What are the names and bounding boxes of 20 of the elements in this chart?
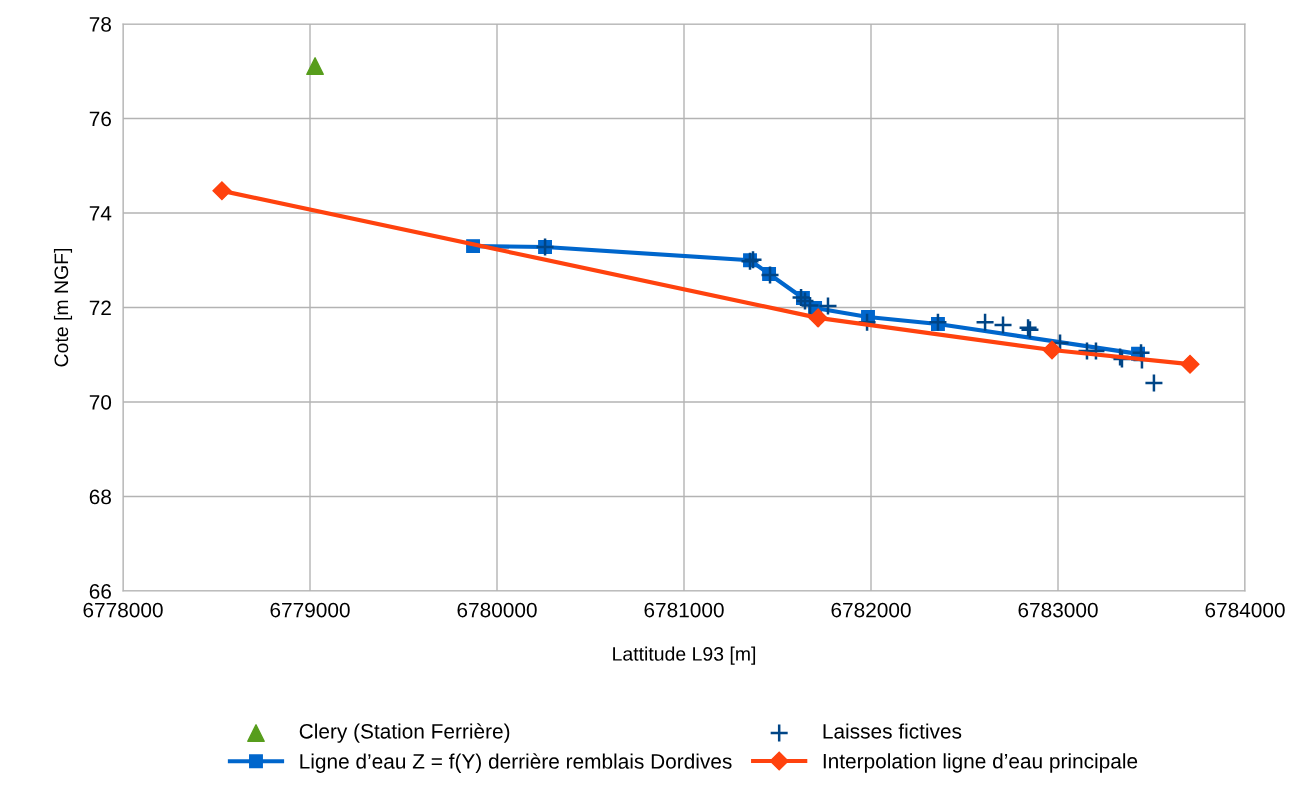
y-tick-label: 70 — [89, 395, 112, 410]
y-tick-label: 76 — [89, 111, 111, 127]
y-tick-label: 68 — [89, 489, 111, 505]
x-axis-title: Lattitude L93 [m] — [613, 646, 756, 665]
legend-label: Interpolation ligne d’eau principale — [823, 753, 1138, 773]
x-tick-label: 6778000 — [83, 602, 163, 618]
x-tick-label: 6784000 — [1205, 602, 1285, 618]
x-tick-label: 6782000 — [831, 602, 911, 618]
legend-label: Clery (Station Ferrière) — [299, 723, 510, 743]
y-axis-title: Cote [m NGF] — [53, 248, 73, 367]
legend-label: Ligne d’eau Z = f(Y) derrière remblais Dordives — [300, 753, 732, 773]
x-tick-label: 6783000 — [1018, 602, 1098, 618]
legend-label: Laisses fictives — [823, 723, 962, 739]
y-tick-label: 74 — [89, 206, 112, 221]
y-tick-label: 72 — [89, 300, 111, 316]
x-tick-label: 6780000 — [457, 602, 537, 618]
x-tick-label: 6779000 — [270, 602, 350, 618]
x-tick-label: 6781000 — [644, 602, 724, 618]
y-tick-label: 78 — [89, 17, 111, 32]
y-tick-label: 66 — [89, 584, 111, 599]
